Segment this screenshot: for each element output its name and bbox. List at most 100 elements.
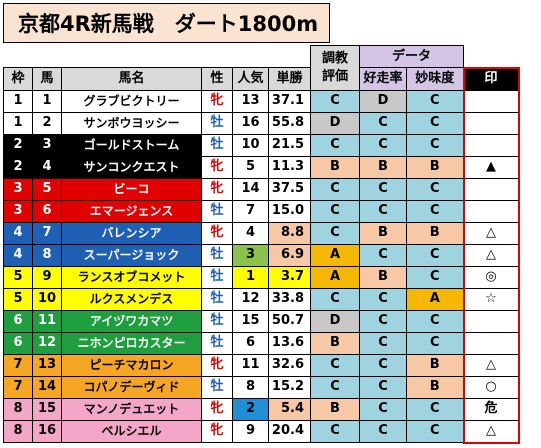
popularity-cell: 13: [232, 89, 269, 113]
training-eval-cell: C: [310, 221, 360, 245]
uma-cell: 13: [32, 353, 62, 377]
table-row: 7 14 コパノデーヴィド牡 8 15.2 C C B ○: [3, 375, 520, 399]
win-rate-cell: B: [359, 221, 407, 245]
training-eval-cell: C: [310, 375, 360, 399]
table-row: 7 13 ピーチマカロン牝 11 32.6 C C B △: [3, 353, 520, 377]
waku-cell: 7: [3, 375, 33, 399]
win-rate-cell: D: [359, 89, 407, 113]
sex-cell: 牡: [201, 309, 233, 333]
sex-cell: 牡: [201, 133, 233, 157]
odds-cell: 37.1: [268, 89, 311, 113]
mark-cell: [462, 199, 520, 223]
horse-name-cell: サンボウヨッシー: [61, 111, 202, 135]
waku-cell: 6: [3, 309, 33, 333]
uma-cell: 12: [32, 331, 62, 355]
waku-cell: 8: [3, 419, 33, 443]
horse-name-cell: マンノデュエット: [61, 397, 202, 421]
popularity-cell: 11: [232, 353, 269, 377]
value-cell: C: [406, 177, 464, 201]
sex-cell: 牡: [201, 375, 233, 399]
training-eval-cell: B: [310, 155, 360, 179]
training-eval-cell: A: [310, 243, 360, 267]
sex-cell: 牝: [201, 221, 233, 245]
mark-cell: ▲: [462, 155, 520, 179]
horse-name-cell: コパノデーヴィド: [61, 375, 202, 399]
uma-cell: 14: [32, 375, 62, 399]
training-eval-cell: C: [310, 89, 360, 113]
table-row: 1 2 サンボウヨッシー牡 16 55.8 D C C: [3, 111, 520, 135]
mark-cell: [462, 111, 520, 135]
odds-cell: 15.0: [268, 199, 311, 223]
table-row: 2 4 サンコンクエスト牝 5 11.3 B B B ▲: [3, 155, 520, 179]
sex-cell: 牝: [201, 353, 233, 377]
sex-cell: 牡: [201, 331, 233, 355]
odds-cell: 33.8: [268, 287, 311, 311]
popularity-cell: 7: [232, 199, 269, 223]
horse-name-cell: ルクスメンデス: [61, 287, 202, 311]
mark-cell: [462, 177, 520, 201]
uma-cell: 8: [32, 243, 62, 267]
win-rate-cell: C: [359, 397, 407, 421]
horse-name-cell: ピーチマカロン: [61, 353, 202, 377]
popularity-cell: 12: [232, 287, 269, 311]
mark-cell: ○: [462, 375, 520, 399]
col-mark-header: 印: [462, 66, 520, 91]
waku-cell: 1: [3, 111, 33, 135]
eval-header-line1: 調教: [321, 50, 348, 66]
training-eval-cell: D: [310, 309, 360, 333]
horse-name-cell: サンコンクエスト: [61, 155, 202, 179]
odds-cell: 55.8: [268, 111, 311, 135]
popularity-cell: 2: [232, 397, 269, 421]
popularity-cell: 5: [232, 155, 269, 179]
sex-cell: 牝: [201, 397, 233, 421]
horse-name-cell: ベルシエル: [61, 419, 202, 443]
value-cell: B: [406, 375, 464, 399]
mark-cell: △: [462, 221, 520, 245]
table-row: 8 16 ベルシエル牝 9 20.4 C C C △: [3, 419, 520, 444]
table-row: 5 10 ルクスメンデス牡 12 33.8 C C A ☆: [3, 287, 520, 311]
waku-cell: 2: [3, 133, 33, 157]
odds-cell: 8.8: [268, 221, 311, 245]
odds-cell: 3.7: [268, 265, 311, 289]
training-eval-cell: C: [310, 133, 360, 157]
popularity-cell: 15: [232, 309, 269, 333]
training-eval-cell: C: [310, 419, 360, 443]
eval-header-line2: 評価: [321, 68, 348, 84]
odds-cell: 6.9: [268, 243, 311, 267]
sex-cell: 牡: [201, 287, 233, 311]
odds-cell: 32.6: [268, 353, 311, 377]
training-eval-cell: A: [310, 265, 360, 289]
horse-name-cell: ビーコ: [61, 177, 202, 201]
mark-cell: 危: [462, 397, 520, 421]
odds-cell: 37.5: [268, 177, 311, 201]
popularity-cell: 9: [232, 419, 269, 443]
waku-cell: 8: [3, 397, 33, 421]
uma-cell: 11: [32, 309, 62, 333]
waku-cell: 5: [3, 287, 33, 311]
win-rate-cell: C: [359, 133, 407, 157]
popularity-cell: 3: [232, 243, 269, 267]
odds-cell: 21.5: [268, 133, 311, 157]
win-rate-cell: C: [359, 309, 407, 333]
eval-header: 調教 評価: [310, 45, 360, 91]
horse-name-cell: ニホンピロカスター: [61, 331, 202, 355]
uma-cell: 16: [32, 419, 62, 443]
odds-cell: 50.7: [268, 309, 311, 333]
mark-cell: [462, 89, 520, 113]
page-title: 京都4R新馬戦 ダート1800m: [3, 3, 330, 43]
table-row: 6 12 ニホンピロカスター牡 6 13.6 B C C: [3, 331, 520, 355]
odds-cell: 20.4: [268, 419, 311, 443]
odds-cell: 5.4: [268, 397, 311, 421]
odds-cell: 13.6: [268, 331, 311, 355]
mark-cell: △: [462, 243, 520, 267]
sex-cell: 牡: [201, 111, 233, 135]
win-rate-cell: C: [359, 243, 407, 267]
sex-cell: 牝: [201, 177, 233, 201]
waku-cell: 4: [3, 243, 33, 267]
col-uma-header: 馬: [32, 67, 62, 91]
win-rate-cell: C: [359, 375, 407, 399]
training-eval-cell: C: [310, 353, 360, 377]
uma-cell: 3: [32, 133, 62, 157]
col-name-header: 馬名: [61, 67, 202, 91]
col-pop-header: 人気: [232, 67, 269, 91]
